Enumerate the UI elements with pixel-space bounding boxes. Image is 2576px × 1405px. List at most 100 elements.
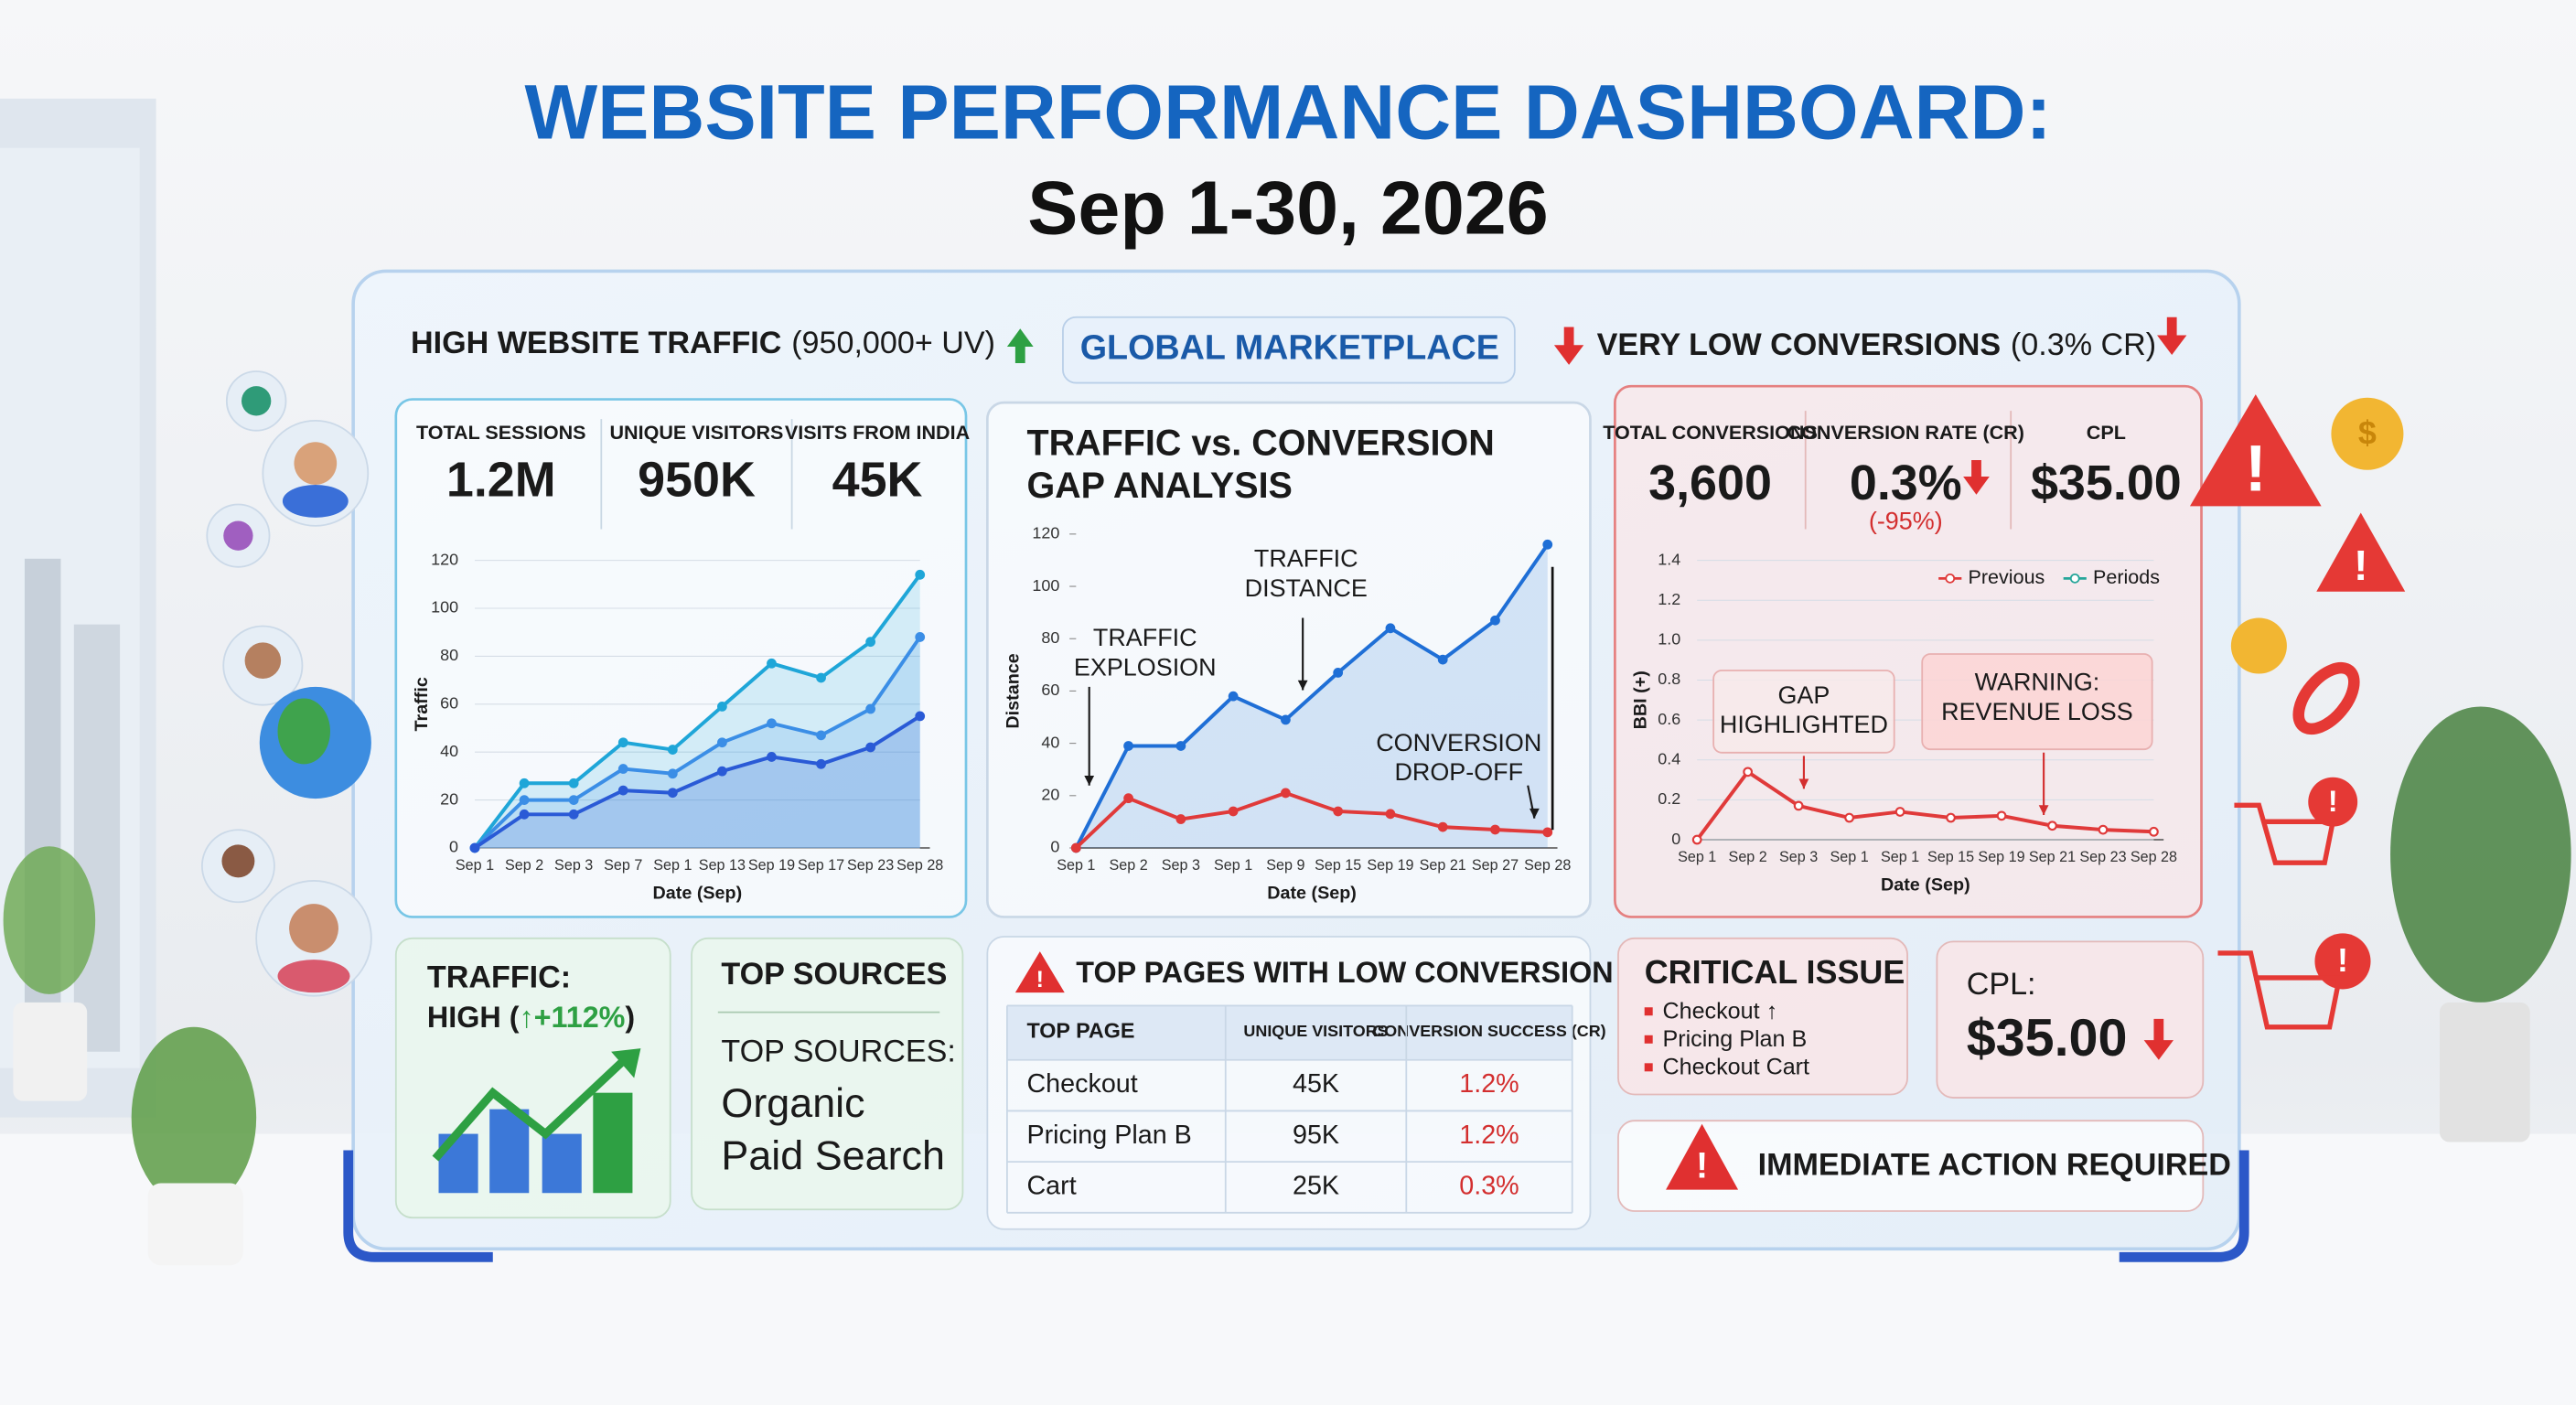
- decoration: [2234, 802, 2336, 865]
- x-tick-label: Sep 28: [896, 857, 943, 874]
- y-tick-label: 0: [1050, 838, 1059, 856]
- x-tick-label: Sep 1: [1678, 849, 1716, 865]
- card-title: CRITICAL ISSUE: [1645, 953, 1905, 991]
- text-part: VERY LOW CONVERSIONS: [1597, 327, 2002, 362]
- decoration: [131, 1026, 257, 1208]
- y-axis-label: Traffic: [412, 677, 432, 731]
- y-tick-label: 0.4: [1658, 749, 1680, 767]
- point: [2149, 826, 2159, 837]
- x-tick-label: Sep 9: [1266, 857, 1304, 874]
- annotation: CONVERSION: [1376, 729, 1541, 756]
- x-tick-label: Sep 23: [2079, 849, 2126, 865]
- annotation-arrowhead: [1297, 680, 1308, 691]
- point: [1281, 788, 1291, 799]
- decoration: [611, 1048, 641, 1078]
- point: [1333, 668, 1344, 678]
- card-subtitle: TOP SOURCES:: [721, 1035, 955, 1069]
- point: [865, 742, 876, 753]
- annotation-arrowhead: [2038, 805, 2049, 816]
- x-tick-label: Sep 2: [505, 857, 543, 874]
- point: [816, 672, 826, 683]
- point: [915, 569, 926, 580]
- point: [767, 658, 777, 669]
- x-tick-label: Sep 28: [1524, 857, 1571, 874]
- x-tick-label: Sep 13: [699, 857, 746, 874]
- point: [617, 764, 628, 774]
- annotation: DISTANCE: [1245, 574, 1368, 602]
- point: [1542, 827, 1553, 838]
- point: [1385, 809, 1396, 820]
- kpi-value: 1.2M: [446, 452, 556, 507]
- point: [1844, 812, 1854, 823]
- point: [816, 758, 826, 769]
- title: WEBSITE PERFORMANCE DASHBOARD:: [524, 70, 2051, 156]
- point: [568, 795, 579, 805]
- y-tick-label: 1.0: [1658, 630, 1680, 649]
- point: [1228, 806, 1239, 817]
- decoration: [277, 960, 350, 993]
- y-axis-label: Distance: [1003, 653, 1023, 728]
- source-item: Organic: [721, 1079, 864, 1126]
- kpi-value: 45K: [832, 452, 923, 507]
- y-tick-label: 0.2: [1658, 789, 1680, 808]
- text-part: HIGH WEBSITE TRAFFIC: [411, 326, 781, 360]
- point: [1385, 623, 1396, 634]
- y-axis-label: BBI (+): [1630, 670, 1650, 729]
- point: [1946, 812, 1956, 823]
- decoration: [13, 1002, 88, 1101]
- line: [1074, 543, 1550, 849]
- point: [617, 737, 628, 748]
- point: [1490, 615, 1500, 626]
- point: [1175, 814, 1186, 824]
- decoration: [343, 1150, 493, 1262]
- legend-label: Periods: [2093, 565, 2160, 588]
- banner-center: GLOBAL MARKETPLACE: [1080, 328, 1499, 367]
- point: [568, 809, 579, 820]
- kpi-label: TOTAL CONVERSIONS: [1603, 421, 1818, 444]
- point: [1437, 821, 1448, 832]
- point: [519, 809, 530, 820]
- point: [469, 842, 480, 853]
- decoration: !: [2328, 785, 2338, 818]
- annotation-arrowhead: [1530, 808, 1540, 819]
- line: [473, 636, 922, 850]
- decoration: [1014, 951, 1065, 993]
- y-tick-label: 80: [1041, 628, 1059, 647]
- point: [1123, 741, 1133, 751]
- legend-marker: [2069, 573, 2080, 584]
- decoration: [147, 1183, 243, 1266]
- point: [1228, 691, 1239, 702]
- decoration: [242, 386, 272, 416]
- point: [1175, 741, 1186, 751]
- decoration: [2308, 777, 2358, 827]
- point: [717, 702, 727, 712]
- point: [1437, 654, 1448, 665]
- card-title: TRAFFIC:: [427, 960, 571, 995]
- decoration: [394, 398, 968, 918]
- x-tick-label: Sep 1: [456, 857, 494, 874]
- decoration: !: [2245, 432, 2267, 505]
- point: [667, 745, 678, 755]
- point: [1490, 824, 1500, 835]
- table-cell: 0.3%: [1459, 1172, 1519, 1201]
- point: [1281, 714, 1291, 725]
- decoration: [2316, 512, 2406, 592]
- point: [915, 711, 926, 722]
- text-part: ): [625, 1000, 635, 1033]
- decoration: [1617, 1120, 2205, 1212]
- point: [519, 778, 530, 788]
- decoration: !: [1696, 1146, 1708, 1186]
- annotation: HIGHLIGHTED: [1720, 711, 1888, 738]
- cpl-value: $35.00: [1967, 1009, 2128, 1067]
- text-part: ↑+112%: [520, 1000, 626, 1033]
- y-tick-label: 60: [1041, 681, 1059, 699]
- decoration: [2119, 1150, 2249, 1262]
- legend-label: Previous: [1969, 565, 2045, 588]
- x-tick-label: Sep 21: [1420, 857, 1466, 874]
- decoration: [1617, 937, 1908, 1096]
- point: [1691, 834, 1702, 845]
- decoration: !: [1036, 967, 1044, 992]
- x-tick-label: Sep 21: [2029, 849, 2076, 865]
